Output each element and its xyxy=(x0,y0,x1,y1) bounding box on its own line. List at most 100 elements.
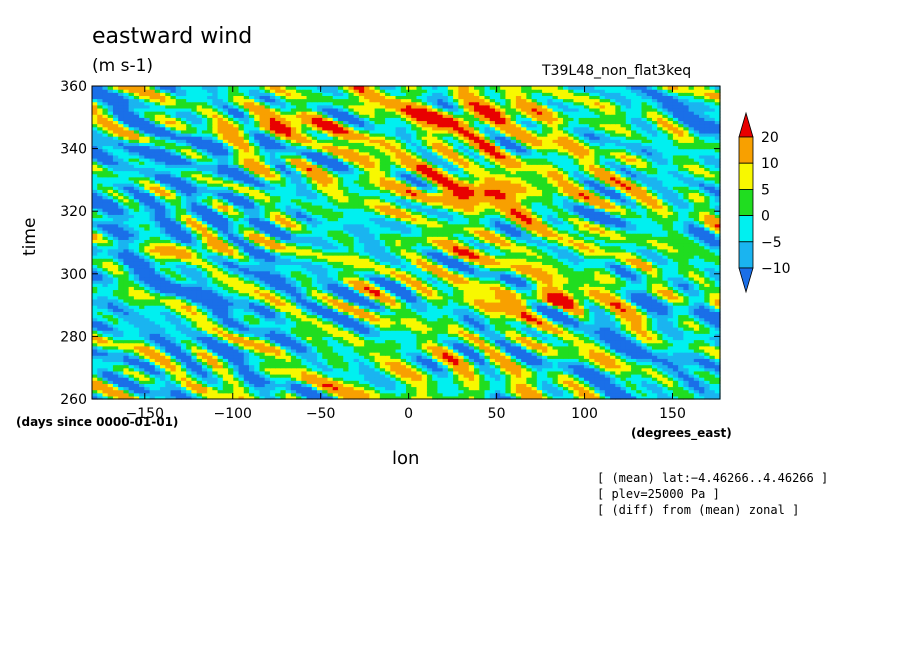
heatmap-cell xyxy=(437,352,444,356)
heatmap-cell xyxy=(364,389,370,394)
heatmap-cell xyxy=(620,342,627,347)
heatmap-cell xyxy=(186,373,193,378)
heatmap-cell xyxy=(631,327,637,331)
heatmap-cell xyxy=(160,389,166,394)
heatmap-cell xyxy=(578,386,585,391)
heatmap-cell xyxy=(505,273,512,278)
heatmap-cell xyxy=(631,364,637,369)
heatmap-cell xyxy=(416,389,423,394)
heatmap-cell xyxy=(657,292,664,297)
heatmap-cell xyxy=(688,364,695,369)
heatmap-cell xyxy=(573,386,580,391)
heatmap-cell xyxy=(379,364,386,369)
heatmap-cell xyxy=(133,323,140,328)
heatmap-cell xyxy=(536,314,543,319)
heatmap-cell xyxy=(149,364,156,369)
heatmap-cell xyxy=(411,364,418,369)
heatmap-cell xyxy=(238,333,245,337)
heatmap-cell xyxy=(646,298,653,303)
heatmap-cell xyxy=(411,292,418,297)
heatmap-cell xyxy=(641,336,648,341)
heatmap-cell xyxy=(175,286,182,291)
heatmap-cell xyxy=(285,361,292,366)
heatmap-cell xyxy=(107,292,114,297)
heatmap-cell xyxy=(432,283,438,287)
heatmap-cell xyxy=(280,317,287,322)
heatmap-cell xyxy=(249,361,255,366)
heatmap-cell xyxy=(400,295,407,300)
heatmap-cell xyxy=(678,320,684,325)
heatmap-cell xyxy=(683,386,690,391)
heatmap-cell xyxy=(531,392,538,397)
heatmap-cell xyxy=(662,392,669,397)
heatmap-cell xyxy=(348,280,355,284)
heatmap-cell xyxy=(317,339,323,344)
heatmap-cell xyxy=(243,345,250,350)
heatmap-cell xyxy=(693,336,700,341)
heatmap-cell xyxy=(636,270,643,275)
heatmap-cell xyxy=(542,280,548,284)
heatmap-cell xyxy=(568,311,575,316)
heatmap-cell xyxy=(201,289,208,294)
heatmap-cell xyxy=(500,273,507,278)
heatmap-cell xyxy=(458,314,465,319)
heatmap-cell xyxy=(563,358,569,363)
heatmap-cell xyxy=(170,380,177,384)
heatmap-cell xyxy=(306,292,313,297)
heatmap-cell xyxy=(688,327,695,331)
heatmap-cell xyxy=(254,330,261,334)
heatmap-cell xyxy=(311,295,318,300)
heatmap-cell xyxy=(249,342,255,347)
heatmap-cell xyxy=(521,276,527,281)
heatmap-cell xyxy=(149,395,156,400)
heatmap-cell xyxy=(672,289,679,294)
heatmap-cell xyxy=(552,298,559,303)
heatmap-cell xyxy=(280,330,287,334)
heatmap-cell xyxy=(343,270,350,275)
heatmap-cell xyxy=(411,339,418,344)
heatmap-cell xyxy=(217,345,224,350)
heatmap-cell xyxy=(364,330,370,334)
heatmap-cell xyxy=(474,355,480,359)
heatmap-cell xyxy=(474,301,480,306)
heatmap-cell xyxy=(526,270,533,275)
heatmap-cell xyxy=(196,308,203,312)
heatmap-cell xyxy=(510,273,517,278)
heatmap-cell xyxy=(693,370,700,375)
heatmap-cell xyxy=(406,380,412,384)
heatmap-cell xyxy=(385,330,391,334)
heatmap-cell xyxy=(432,323,438,328)
heatmap-cell xyxy=(348,305,355,309)
heatmap-cell xyxy=(374,370,381,375)
heatmap-cell xyxy=(515,364,522,369)
heatmap-cell xyxy=(139,317,145,322)
heatmap-cell xyxy=(615,320,622,325)
heatmap-cell xyxy=(102,392,109,397)
heatmap-cell xyxy=(337,395,344,400)
heatmap-cell xyxy=(442,364,449,369)
heatmap-cell xyxy=(489,342,496,347)
heatmap-cell xyxy=(364,367,370,372)
heatmap-cell xyxy=(678,327,684,331)
heatmap-cell xyxy=(521,339,527,344)
heatmap-cell xyxy=(463,348,470,353)
heatmap-cell xyxy=(432,295,438,300)
heatmap-cell xyxy=(494,330,501,334)
heatmap-cell xyxy=(191,364,198,369)
heatmap-cell xyxy=(259,358,266,363)
heatmap-cell xyxy=(144,270,151,275)
heatmap-cell xyxy=(160,330,166,334)
heatmap-cell xyxy=(578,352,585,356)
heatmap-cell xyxy=(510,283,517,287)
heatmap-cell xyxy=(364,358,370,363)
heatmap-cell xyxy=(536,355,543,359)
heatmap-cell xyxy=(667,352,674,356)
heatmap-cell xyxy=(118,386,124,391)
heatmap-cell xyxy=(102,327,109,331)
heatmap-cell xyxy=(594,317,601,322)
heatmap-cell xyxy=(280,295,287,300)
heatmap-cell xyxy=(186,348,193,353)
heatmap-cell xyxy=(154,323,161,328)
heatmap-cell xyxy=(421,273,428,278)
heatmap-cell xyxy=(128,305,135,309)
